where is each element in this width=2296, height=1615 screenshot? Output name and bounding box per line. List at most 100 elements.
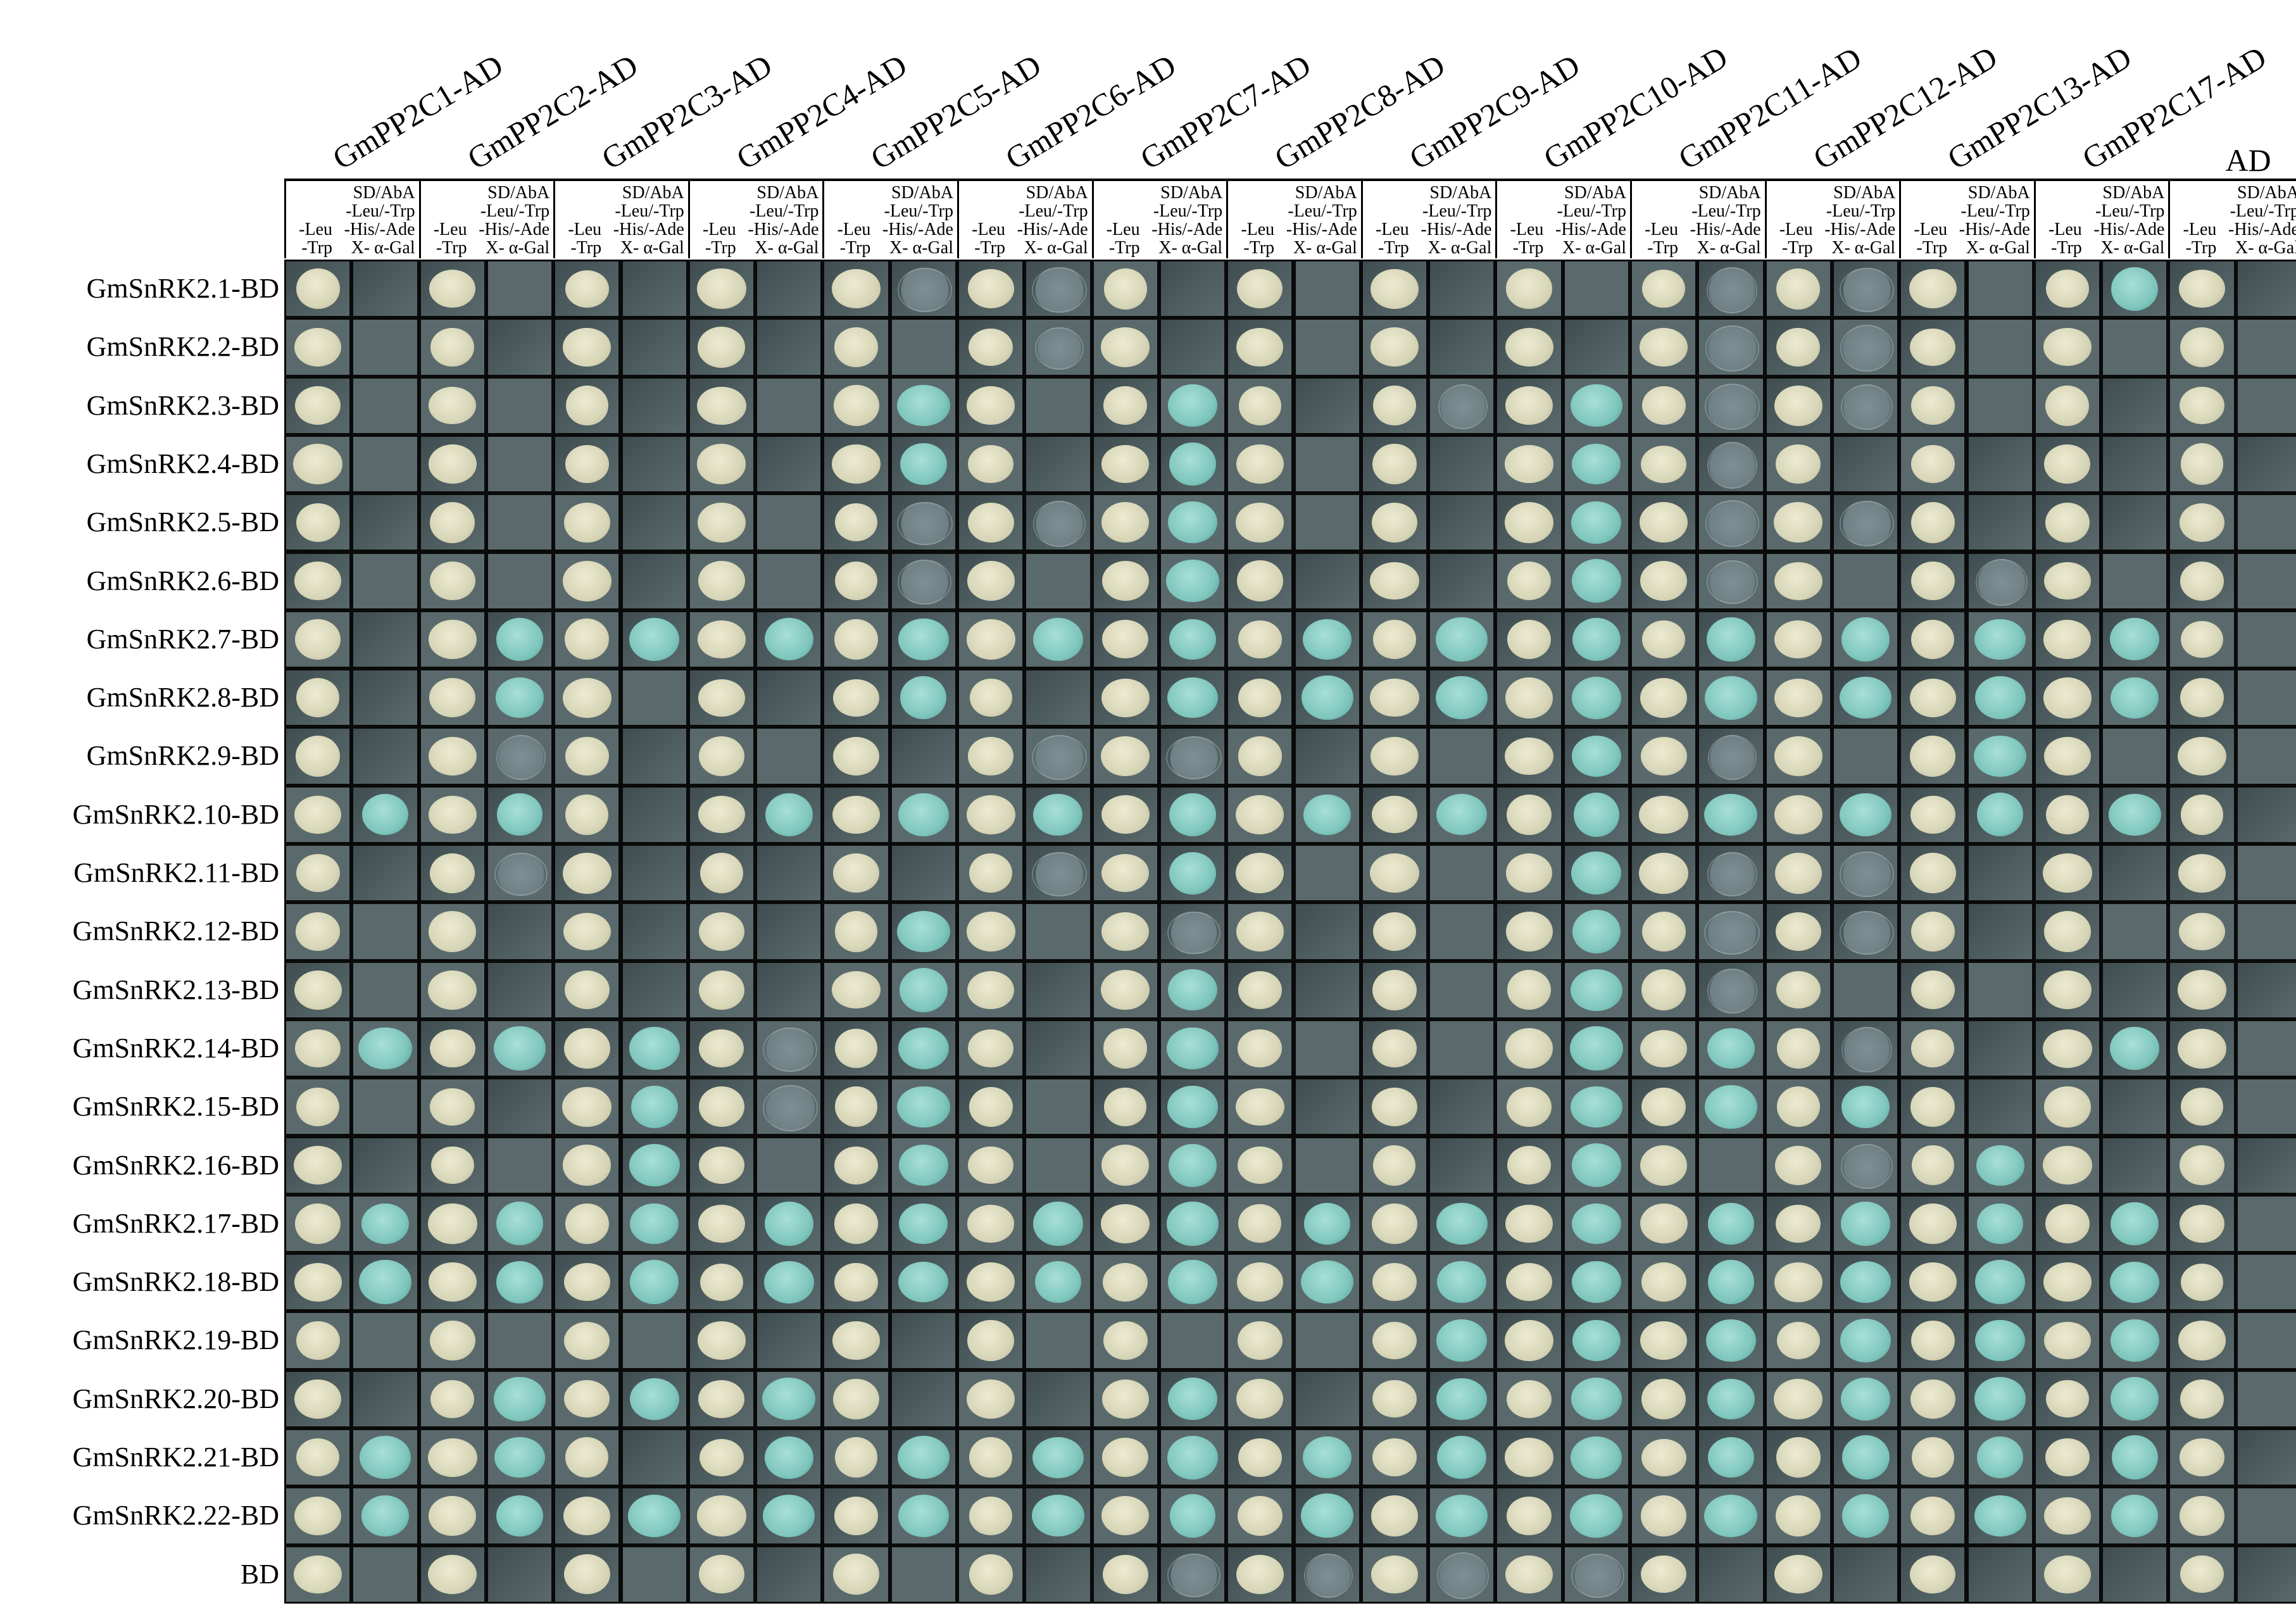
plate-nonselective <box>555 670 619 726</box>
plate-nonselective <box>1497 1430 1561 1485</box>
plate-selective <box>891 1079 955 1134</box>
row-label: GmSnRK2.1-BD <box>86 273 279 304</box>
plate-nonselective <box>1228 436 1292 492</box>
plate-nonselective <box>1093 495 1157 550</box>
yeast-colony <box>1572 1319 1621 1362</box>
plate-nonselective <box>1632 1313 1696 1368</box>
plate-selective <box>1564 962 1628 1017</box>
plate-nonselective <box>689 1547 754 1602</box>
plate-nonselective <box>824 1255 888 1310</box>
yeast-colony <box>1974 1495 2026 1536</box>
yeast-colony <box>2177 970 2227 1010</box>
yeast-colony <box>835 1086 877 1128</box>
yeast-colony <box>428 619 477 660</box>
yeast-colony <box>294 1379 341 1419</box>
yeast-colony <box>699 1438 744 1476</box>
plate-nonselective <box>420 787 484 842</box>
yeast-colony <box>1505 738 1553 775</box>
plate-nonselective <box>959 612 1023 667</box>
yeast-colony <box>1505 386 1553 425</box>
yeast-colony <box>2043 1146 2092 1185</box>
yeast-colony <box>565 386 608 426</box>
yeast-colony <box>1372 1438 1417 1477</box>
medium-label-nonselective: -Leu -Trp <box>1095 220 1140 257</box>
plate-nonselective <box>1766 962 1830 1017</box>
plate-selective <box>1699 1371 1763 1426</box>
yeast-colony <box>429 1320 475 1361</box>
plate-nonselective <box>2035 1021 2100 1076</box>
plate-selective <box>2237 1196 2296 1252</box>
yeast-colony <box>1706 560 1758 605</box>
yeast-colony <box>1032 1436 1084 1478</box>
plate-nonselective <box>286 1196 350 1252</box>
column-divider <box>957 181 959 258</box>
medium-line: -His/-Ade <box>1421 220 1492 239</box>
yeast-colony <box>1640 1321 1687 1360</box>
plate-nonselective <box>1228 1371 1292 1426</box>
plate-selective <box>2237 378 2296 433</box>
yeast-colony <box>1570 1086 1622 1128</box>
yeast-colony <box>1704 384 1760 430</box>
yeast-colony <box>296 853 340 893</box>
yeast-colony <box>1840 676 1892 719</box>
yeast-colony <box>1168 969 1217 1011</box>
yeast-colony <box>2108 794 2161 836</box>
plate-selective <box>1160 553 1225 608</box>
yeast-colony <box>1101 736 1150 777</box>
yeast-colony <box>1571 1203 1621 1244</box>
yeast-colony <box>428 736 477 776</box>
medium-line: X- α-Gal <box>1158 238 1223 258</box>
plate-selective <box>1699 378 1763 433</box>
plate-nonselective <box>2035 787 2100 842</box>
yeast-colony <box>1571 1143 1622 1188</box>
medium-line: -Leu <box>299 220 332 239</box>
yeast-colony <box>698 736 745 777</box>
plate-nonselective <box>1497 670 1561 726</box>
plate-selective <box>1699 495 1763 550</box>
yeast-colony <box>1571 1553 1624 1598</box>
plate-selective <box>2103 846 2167 901</box>
medium-line: -Leu <box>1510 220 1544 239</box>
yeast-colony <box>967 1262 1015 1302</box>
yeast-colony <box>897 1435 950 1480</box>
yeast-colony <box>1103 1321 1148 1360</box>
plate-nonselective <box>2035 495 2100 550</box>
plate-selective <box>757 378 821 433</box>
yeast-colony <box>1168 1260 1217 1305</box>
plate-selective <box>1564 1021 1628 1076</box>
yeast-colony <box>1774 678 1822 717</box>
plate-selective <box>1564 320 1628 375</box>
yeast-colony <box>1031 735 1088 781</box>
plate-nonselective <box>1632 670 1696 726</box>
plate-selective <box>1430 1488 1494 1543</box>
plate-selective <box>1833 670 1898 726</box>
plate-selective <box>1833 904 1898 959</box>
plate-selective <box>1430 904 1494 959</box>
yeast-colony <box>1841 384 1893 430</box>
yeast-colony <box>2110 1319 2159 1362</box>
plate-nonselective <box>1901 1255 1965 1310</box>
plate-selective <box>2103 612 2167 667</box>
plate-nonselective <box>2170 962 2234 1017</box>
plate-selective <box>353 962 417 1017</box>
yeast-colony <box>899 1203 948 1245</box>
plate-nonselective <box>959 787 1023 842</box>
yeast-colony <box>897 1086 950 1128</box>
medium-header-block: -Leu -Trp SD/AbA -Leu/-Trp -His/-Ade X- α-Gal <box>1899 181 2034 258</box>
plate-selective <box>622 1196 686 1252</box>
yeast-colony <box>1774 1555 1822 1594</box>
plate-nonselective <box>1632 1138 1696 1193</box>
medium-line: SD/AbA <box>1967 183 2030 203</box>
plate-nonselective <box>286 670 350 726</box>
yeast-colony <box>429 1029 475 1068</box>
yeast-colony <box>969 1086 1013 1127</box>
plate-selective <box>1430 1371 1494 1426</box>
medium-line: -Leu <box>2048 220 2082 239</box>
plate-nonselective <box>2170 846 2234 901</box>
plate-selective <box>2237 1430 2296 1485</box>
yeast-colony <box>2043 971 2092 1010</box>
yeast-colony <box>697 1495 746 1536</box>
yeast-colony <box>2046 1380 2089 1418</box>
plate-nonselective <box>1901 670 1965 726</box>
yeast-colony <box>1166 560 1220 603</box>
